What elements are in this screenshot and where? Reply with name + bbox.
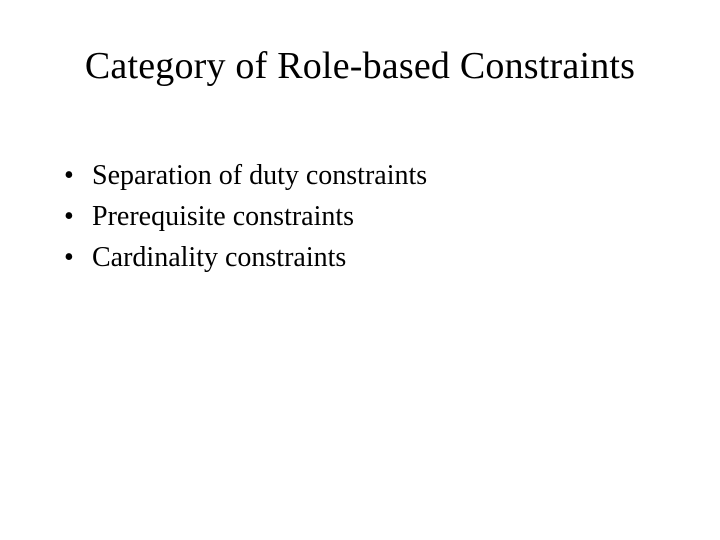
bullet-list: • Separation of duty constraints • Prere… — [64, 158, 654, 281]
bullet-icon: • — [64, 241, 92, 275]
slide: Category of Role-based Constraints • Sep… — [0, 0, 720, 540]
list-item: • Cardinality constraints — [64, 240, 654, 275]
list-item: • Prerequisite constraints — [64, 199, 654, 234]
slide-title: Category of Role-based Constraints — [0, 44, 720, 88]
bullet-text: Separation of duty constraints — [92, 158, 427, 193]
bullet-text: Prerequisite constraints — [92, 199, 354, 234]
bullet-icon: • — [64, 159, 92, 193]
bullet-text: Cardinality constraints — [92, 240, 346, 275]
list-item: • Separation of duty constraints — [64, 158, 654, 193]
bullet-icon: • — [64, 200, 92, 234]
